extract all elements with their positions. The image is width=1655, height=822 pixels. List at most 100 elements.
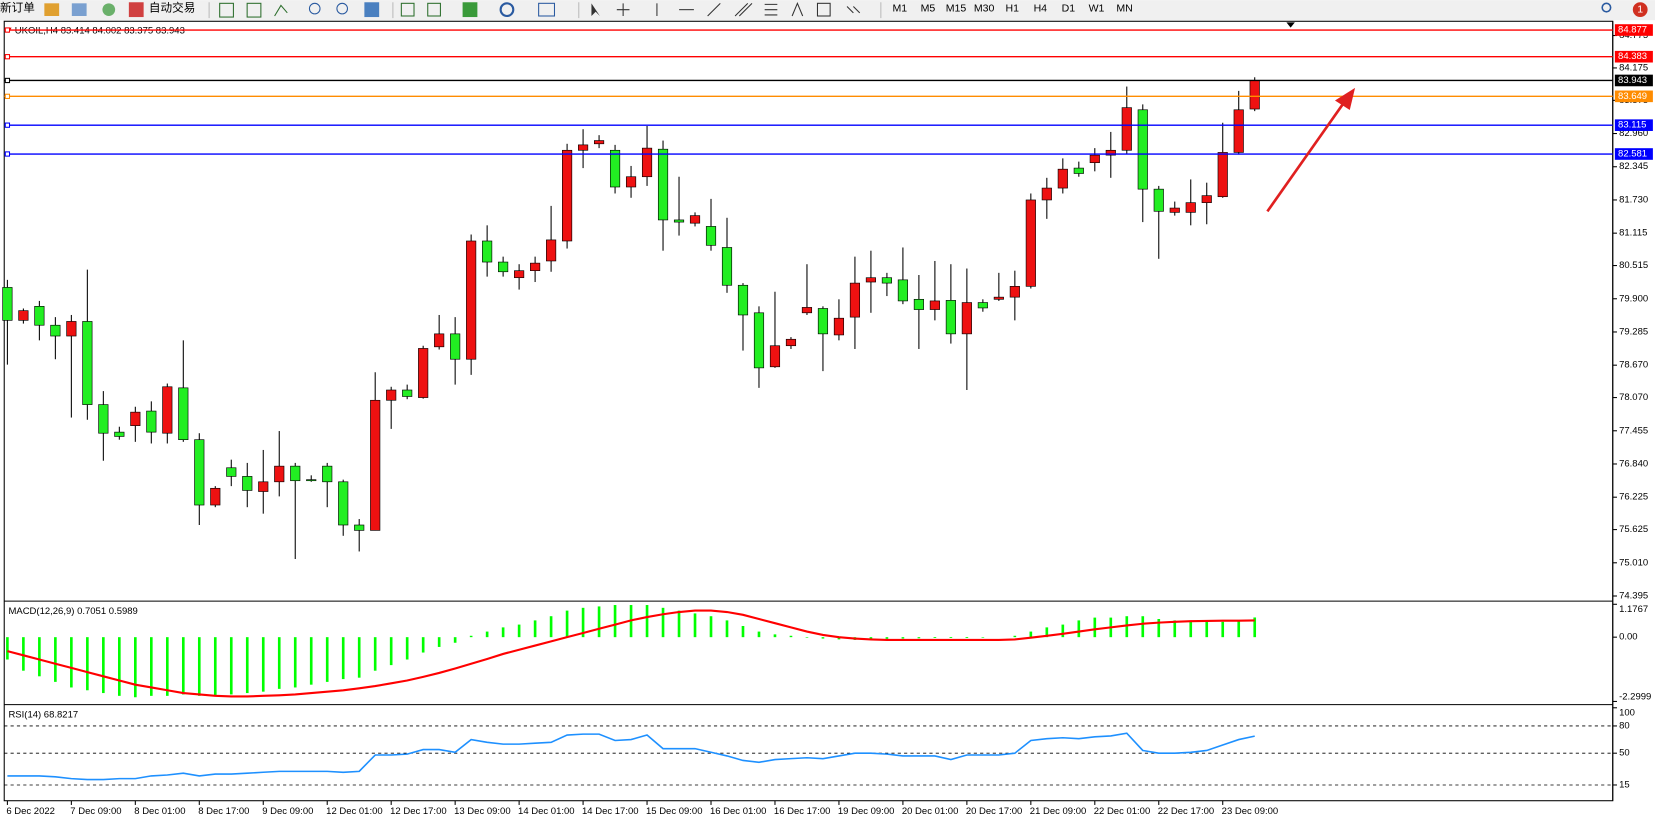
y-tick-label: 78.670: [1619, 360, 1648, 371]
trendline-tool[interactable]: [707, 2, 721, 17]
candle-body: [514, 270, 525, 279]
price-label-bg: [1614, 90, 1653, 103]
y-tick-label: -2.2999: [1619, 692, 1651, 703]
line-handle: [4, 93, 11, 99]
timeframe-button[interactable]: M5: [921, 2, 936, 14]
channel-tool[interactable]: [734, 2, 753, 17]
search-icon[interactable]: [1601, 2, 1612, 13]
y-tick-label: 79.285: [1619, 326, 1648, 337]
arrows-tool[interactable]: [846, 6, 861, 14]
x-tick-label: 20 Dec 01:00: [902, 806, 959, 817]
candle-body: [18, 310, 29, 321]
y-tick-label: 50: [1619, 748, 1630, 759]
templates[interactable]: [538, 2, 556, 17]
price-label-bg: [1614, 50, 1653, 63]
candle-body: [530, 262, 541, 272]
timeframe-button[interactable]: W1: [1089, 2, 1105, 14]
icon[interactable]: [274, 4, 288, 17]
zoom-out[interactable]: [336, 2, 349, 15]
candle-body: [226, 467, 237, 477]
timeframe-button[interactable]: M30: [974, 2, 995, 14]
x-tick-label: 21 Dec 09:00: [1030, 806, 1087, 817]
candle-body: [498, 261, 509, 273]
y-tick-label: 74.395: [1619, 590, 1648, 601]
candle-body: [833, 317, 845, 336]
icon[interactable]: [71, 3, 87, 16]
y-tick-label: 76.225: [1619, 492, 1648, 503]
candle-body: [242, 476, 253, 491]
arrow-head: [1334, 87, 1356, 110]
candle-body: [769, 345, 781, 368]
timeframe-button[interactable]: D1: [1062, 2, 1076, 14]
icon[interactable]: [44, 3, 60, 16]
candle-body: [961, 302, 972, 335]
x-tick-label: 22 Dec 17:00: [1158, 806, 1215, 817]
y-tick-label: 75.625: [1619, 524, 1648, 535]
x-tick-label: 9 Dec 09:00: [262, 806, 313, 817]
candle-body: [609, 149, 621, 188]
y-tick-label: 1.1767: [1619, 604, 1648, 615]
x-tick-label: 23 Dec 09:00: [1222, 806, 1279, 817]
zoom-in[interactable]: [308, 2, 321, 15]
candle-body: [673, 219, 685, 223]
candle-body: [1073, 167, 1084, 174]
candle-body: [146, 410, 157, 433]
icon[interactable]: [364, 2, 380, 18]
candle-body: [1153, 188, 1164, 212]
x-tick-label: 7 Dec 09:00: [70, 806, 121, 817]
text-tool[interactable]: [791, 1, 804, 17]
timeframe-button[interactable]: MN: [1116, 2, 1132, 14]
candle-body: [354, 524, 365, 531]
price-label-bg: [1614, 148, 1653, 160]
candle-body: [1121, 107, 1132, 151]
candle-body: [194, 439, 205, 506]
candle-body: [1057, 168, 1068, 189]
label-tool[interactable]: [816, 2, 831, 17]
fibo-tool[interactable]: [764, 3, 778, 16]
candle-body: [306, 479, 317, 482]
candle-body: [546, 239, 557, 262]
candle-body: [929, 300, 940, 310]
x-tick-label: 16 Dec 01:00: [710, 806, 767, 817]
rsi-line: [7, 732, 1255, 781]
timeframe-button[interactable]: H1: [1005, 2, 1019, 14]
icon[interactable]: [246, 2, 262, 18]
indicators[interactable]: [462, 2, 478, 18]
y-tick-label: 100: [1619, 708, 1635, 719]
candle-body: [322, 465, 333, 483]
candle-body: [450, 333, 461, 360]
candle-body: [945, 300, 956, 335]
candle-body: [386, 389, 397, 401]
timeframe-button[interactable]: M15: [946, 2, 967, 14]
line-handle: [4, 122, 11, 128]
candle-body: [82, 321, 93, 405]
y-tick-label: 84.175: [1619, 62, 1648, 73]
icon[interactable]: [400, 2, 415, 17]
timeframe-button[interactable]: M1: [893, 2, 908, 14]
x-tick-label: 8 Dec 17:00: [198, 806, 249, 817]
y-tick-label: 81.730: [1619, 194, 1648, 205]
icon[interactable]: [427, 2, 441, 17]
x-tick-label: 12 Dec 01:00: [326, 806, 383, 817]
notification-badge[interactable]: [1632, 2, 1648, 18]
periods[interactable]: [499, 2, 515, 18]
icon[interactable]: [219, 2, 234, 18]
candle-body: [418, 348, 429, 398]
auto-trading-icon[interactable]: [128, 2, 144, 18]
x-tick-label: 8 Dec 01:00: [134, 806, 185, 817]
y-tick-label: 76.840: [1619, 459, 1648, 470]
auto-trading-button[interactable]: 自动交易: [149, 1, 195, 15]
timeframe-button[interactable]: H4: [1034, 2, 1048, 14]
line-handle: [4, 151, 11, 157]
candle-body: [1233, 109, 1244, 153]
icon[interactable]: [102, 3, 116, 16]
candle-body: [466, 240, 477, 360]
y-tick-label: 80: [1619, 720, 1630, 731]
candle-body: [1169, 207, 1180, 213]
signal-line: [7, 609, 1255, 698]
crosshair-tool[interactable]: [616, 3, 630, 16]
price-label: 84.877: [1618, 25, 1647, 36]
new-order-button[interactable]: 新订单: [0, 1, 35, 15]
candle-body: [66, 321, 77, 337]
candle-body: [562, 149, 573, 242]
